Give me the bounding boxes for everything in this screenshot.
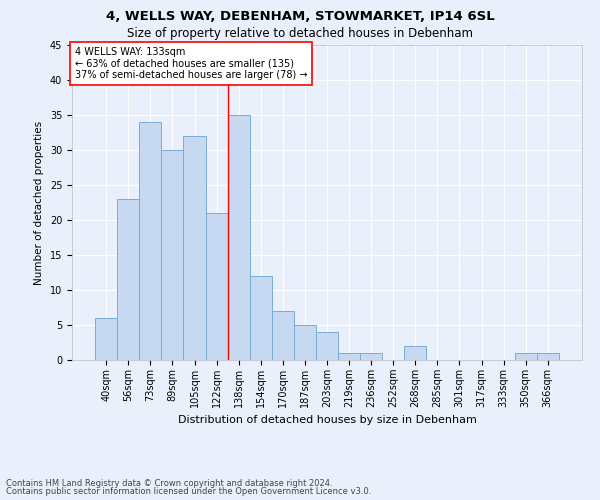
Bar [294,325,316,360]
Bar [537,353,559,360]
X-axis label: Distribution of detached houses by size in Debenham: Distribution of detached houses by size … [178,416,476,426]
Text: Contains HM Land Registry data © Crown copyright and database right 2024.: Contains HM Land Registry data © Crown c… [6,478,332,488]
Bar [250,276,272,360]
Bar [515,353,537,360]
Bar [227,115,250,360]
Text: 4, WELLS WAY, DEBENHAM, STOWMARKET, IP14 6SL: 4, WELLS WAY, DEBENHAM, STOWMARKET, IP14… [106,10,494,23]
Bar [360,353,382,360]
Y-axis label: Number of detached properties: Number of detached properties [34,120,44,284]
Bar [206,213,227,360]
Bar [404,346,427,360]
Bar [95,318,117,360]
Text: Size of property relative to detached houses in Debenham: Size of property relative to detached ho… [127,28,473,40]
Text: Contains public sector information licensed under the Open Government Licence v3: Contains public sector information licen… [6,487,371,496]
Bar [272,311,294,360]
Bar [338,353,360,360]
Bar [161,150,184,360]
Bar [184,136,206,360]
Bar [316,332,338,360]
Bar [139,122,161,360]
Bar [117,199,139,360]
Text: 4 WELLS WAY: 133sqm
← 63% of detached houses are smaller (135)
37% of semi-detac: 4 WELLS WAY: 133sqm ← 63% of detached ho… [74,46,307,80]
